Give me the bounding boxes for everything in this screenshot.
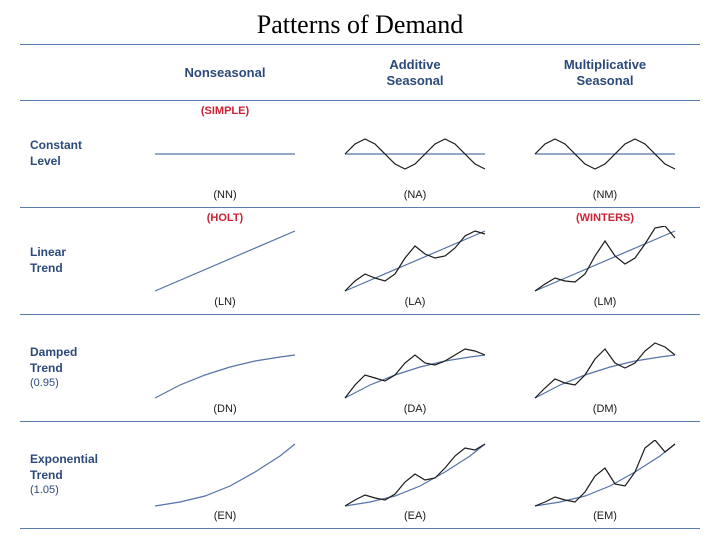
chart-1-1: [340, 226, 490, 296]
chart-3-2: [530, 440, 680, 510]
pattern-grid: Nonseasonal AdditiveSeasonal Multiplicat…: [20, 44, 700, 514]
row-label-1: LinearTrend: [20, 208, 130, 315]
chart-1-2: [530, 226, 680, 296]
cell-1-1: (LA): [320, 208, 510, 315]
cell-0-1: (NA): [320, 101, 510, 208]
chart-2-2: [530, 333, 680, 403]
code-label: (NN): [213, 189, 236, 203]
row-label-0: ConstantLevel: [20, 101, 130, 208]
corner-blank: [20, 45, 130, 101]
cell-2-2: (DM): [510, 315, 700, 422]
code-label: (DM): [593, 403, 617, 417]
cell-3-2: (EM): [510, 422, 700, 529]
chart-0-2: [530, 119, 680, 189]
code-label: (LN): [214, 296, 235, 310]
chart-0-0: [150, 119, 300, 189]
col-header-2: MultiplicativeSeasonal: [510, 45, 700, 101]
cell-0-2: (NM): [510, 101, 700, 208]
code-label: (NA): [404, 189, 427, 203]
chart-0-1: [340, 119, 490, 189]
chart-2-0: [150, 333, 300, 403]
code-label: (DN): [213, 403, 236, 417]
code-label: (LM): [594, 296, 617, 310]
code-label: (EM): [593, 510, 617, 524]
cell-2-0: (DN): [130, 315, 320, 422]
cell-1-0: (HOLT) (LN): [130, 208, 320, 315]
col-header-1: AdditiveSeasonal: [320, 45, 510, 101]
cell-2-1: (DA): [320, 315, 510, 422]
row-label-2: DampedTrend (0.95): [20, 315, 130, 422]
chart-3-0: [150, 440, 300, 510]
code-label: (NM): [593, 189, 617, 203]
method-label: (HOLT): [207, 212, 243, 226]
chart-2-1: [340, 333, 490, 403]
code-label: (EN): [214, 510, 237, 524]
cell-1-2: (WINTERS) (LM): [510, 208, 700, 315]
cell-0-0: (SIMPLE) (NN): [130, 101, 320, 208]
page-title: Patterns of Demand: [0, 0, 720, 44]
chart-1-0: [150, 226, 300, 296]
method-label: (SIMPLE): [201, 105, 249, 119]
cell-3-0: (EN): [130, 422, 320, 529]
code-label: (LA): [405, 296, 426, 310]
chart-3-1: [340, 440, 490, 510]
code-label: (DA): [404, 403, 427, 417]
method-label: (WINTERS): [576, 212, 634, 226]
cell-3-1: (EA): [320, 422, 510, 529]
col-header-0: Nonseasonal: [130, 45, 320, 101]
code-label: (EA): [404, 510, 426, 524]
row-label-3: ExponentialTrend (1.05): [20, 422, 130, 529]
